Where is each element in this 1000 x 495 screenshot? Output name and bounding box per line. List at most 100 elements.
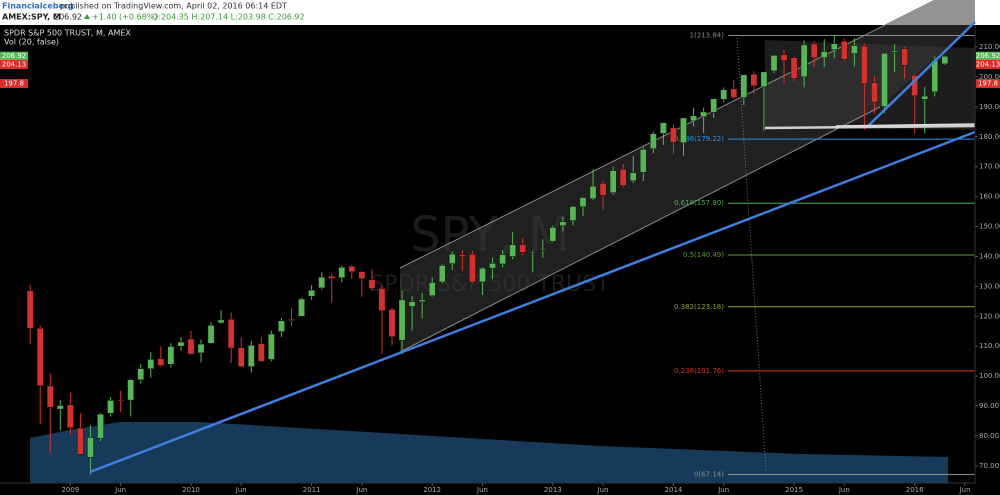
candle-body [569,206,577,221]
candle-body [227,319,235,349]
candle-body [559,221,567,226]
y-tick-label: 180.00 [979,133,1000,141]
candle-body [378,288,386,311]
y-tick-label: 190.00 [979,103,1000,111]
x-tick-label: 2015 [785,486,803,494]
candle-body [459,254,466,258]
candle-body [680,117,687,144]
candle-body [247,345,255,367]
support-line [835,123,976,127]
candle-body [941,55,949,65]
candle-body [710,98,718,113]
candle-body [609,170,617,193]
x-tick-label: Jun [717,486,729,494]
price-marker [976,51,1000,61]
candle-body [690,115,697,122]
candle-body [348,266,356,272]
y-tick-label: 110.00 [979,342,1000,350]
y-tick-label: 130.00 [979,282,1000,290]
candle-body [780,54,788,61]
price-marker-label: 206.92 [976,52,1000,60]
candle-body [469,254,476,283]
candle-body [288,319,295,321]
symbol[interactable]: AMEX:SPY, M [2,13,61,22]
y-tick-label: 70.00 [979,462,999,470]
candle-body [368,279,376,289]
candle-body [800,44,808,78]
candle-body [619,169,627,186]
candle-body [810,43,818,59]
y-tick-label: 160.00 [979,193,1000,201]
candle-body [298,298,305,317]
candle-body [187,338,195,355]
trend-line [867,21,976,127]
candle-body [36,328,44,386]
y-tick-label: 120.00 [979,312,1000,320]
x-tick-label: Jun [114,486,126,494]
price-marker [976,79,1000,89]
candle-body [448,253,456,264]
volume-area [30,422,948,483]
fib-label: 0(67.14) [694,471,724,479]
candle-body [278,320,285,332]
change: +1.40 (+0.68%) [92,13,157,22]
x-tick-label: 2009 [61,486,79,494]
candle-body [338,266,346,278]
price-marker-label: 206.92 [2,52,27,60]
x-tick-label: 2012 [423,486,441,494]
candle-body [408,301,416,307]
candle-body [529,251,537,254]
candle-body [840,41,848,60]
candle-body [861,45,868,85]
candle-body [730,88,738,98]
candle-body [308,290,315,297]
candle-body [921,95,929,100]
price-marker-label: 197.8 [978,80,998,88]
x-tick-label: 2014 [665,486,683,494]
candle-body [629,172,637,182]
candle-body [147,359,155,369]
candle-body [519,244,527,253]
fib-label: 1(213.84) [690,32,725,40]
candle-body [649,133,657,149]
x-tick-label: 2011 [303,486,321,494]
candle-body [549,227,557,242]
price-marker-label: 204.13 [976,61,1000,69]
candle-body [177,341,185,347]
candle-body [639,149,647,173]
x-tick-label: Jun [838,486,850,494]
candle-body [760,71,768,88]
indicator: Vol (20, false) [4,38,59,47]
ohlc: O:204.35 H:207.14 L:203.98 C:206.92 [152,13,305,22]
candle-body [66,404,74,428]
candle-body [851,45,858,54]
fib-label: 0.382(123.18) [674,303,724,311]
x-tick-label: Jun [476,486,488,494]
candle-body [197,343,205,354]
candle-body [438,265,446,283]
candle-body [830,43,838,50]
y-tick-label: 90.00 [979,402,999,410]
candle-body [931,60,939,93]
x-tick-label: Jun [235,486,247,494]
candle-body [589,185,597,199]
candle-body [790,57,798,79]
fib-layer: 1(213.84) 0.786(179.22) 0.618(157.80) 0.5(1… [674,32,975,479]
candle-body [237,347,245,367]
drawing-layer [89,21,976,474]
x-tick-label: 2016 [906,486,924,494]
candle-body [911,75,919,97]
price-marker [976,60,1000,70]
price-marker [0,79,28,89]
candle-body [87,437,94,458]
y-tick-label: 210.00 [979,43,1000,51]
candle-body [740,74,748,98]
candle-body [499,254,506,265]
candle-body [56,405,64,410]
author[interactable]: Financialceberg [2,2,74,11]
candle-body [479,267,486,283]
fib-trend [736,37,767,471]
y-tick-label: 150.00 [979,223,1000,231]
y-tick-label: 80.00 [979,432,999,440]
